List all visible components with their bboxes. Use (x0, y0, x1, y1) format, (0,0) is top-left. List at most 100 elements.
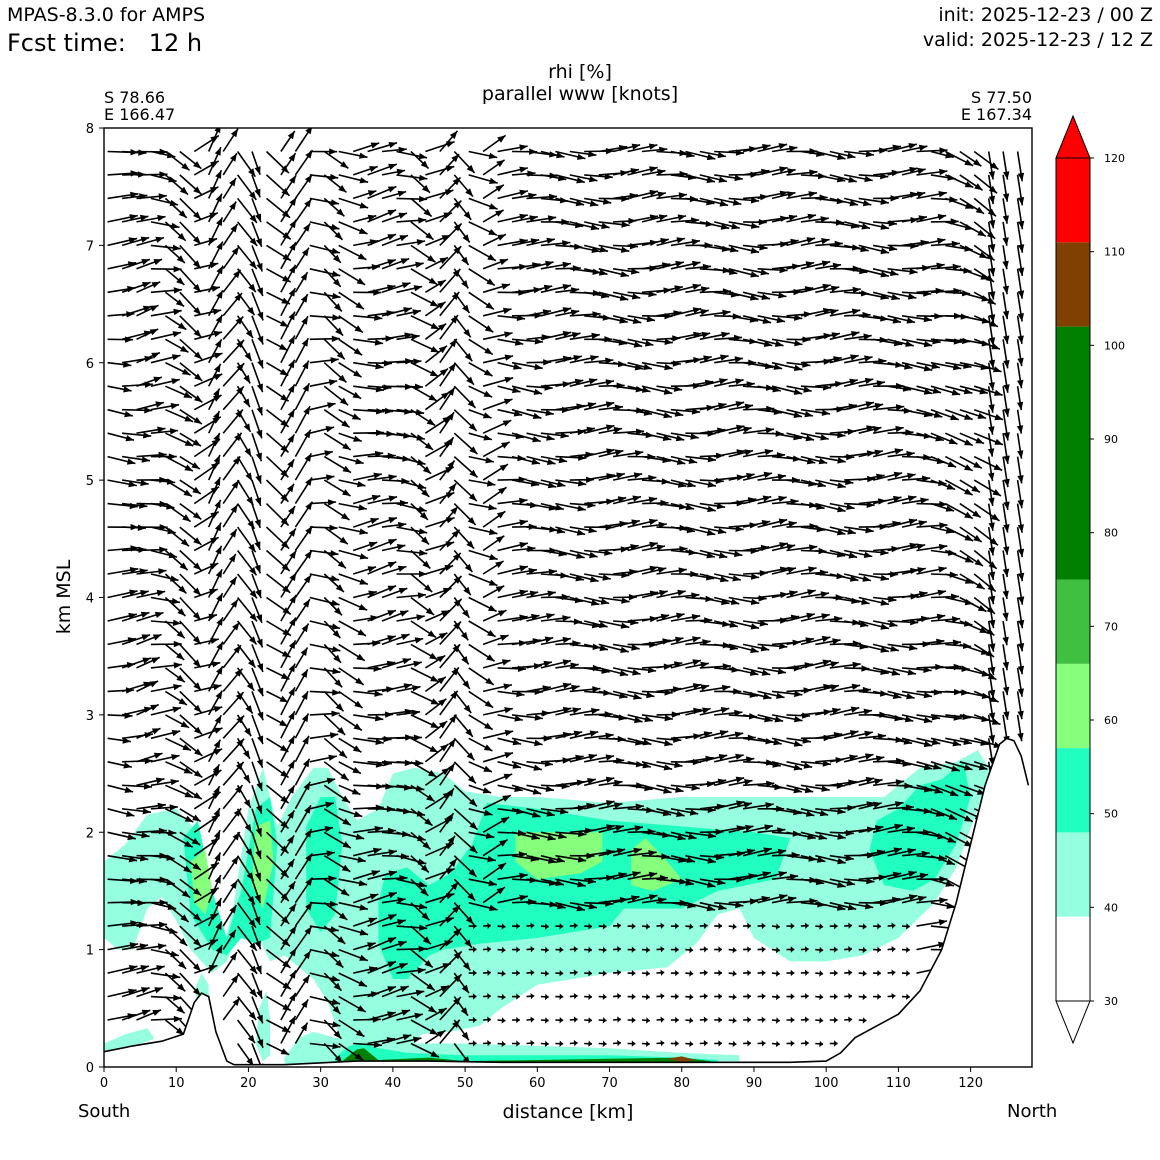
wind-vector-1452 (222, 455, 241, 481)
wind-vector-1325 (236, 526, 257, 553)
wind-vector-1367 (844, 526, 874, 534)
wind-vector-2294 (367, 163, 398, 176)
wind-vector-352 (569, 901, 598, 910)
wind-vector-1961 (179, 291, 202, 316)
wind-vector-583 (468, 808, 493, 816)
wind-vector-280 (367, 913, 397, 927)
wind-vector-1683 (786, 408, 814, 418)
wind-vector-1231 (728, 573, 760, 580)
wind-vector-881 (294, 669, 309, 692)
wind-vector-235 (555, 946, 564, 953)
wind-vector-846 (714, 709, 743, 717)
wind-vector-1759 (959, 385, 988, 395)
wind-vector-1201 (294, 550, 313, 575)
wind-vector-1239 (844, 573, 872, 582)
wind-vector-1153 (526, 590, 556, 599)
wind-vector-1651 (323, 409, 351, 429)
wind-vector-1620 (800, 432, 829, 441)
wind-vector-2104 (396, 239, 426, 247)
colorbar-tick-label: 60 (1104, 714, 1118, 727)
wind-vector-702 (424, 743, 449, 763)
wind-vector-1480 (627, 474, 657, 482)
wind-vector-1123 (1016, 620, 1025, 652)
wind-vector-216 (280, 925, 297, 951)
wind-vector-596 (656, 808, 685, 817)
y-tick-label: 4 (86, 592, 94, 607)
wind-vector-2248 (627, 189, 659, 200)
wind-vector-1191 (150, 573, 179, 582)
wind-vector-383 (164, 878, 191, 899)
wind-vector-2091 (207, 217, 224, 246)
wind-vector-902 (598, 690, 628, 699)
wind-vector-1784 (396, 358, 422, 365)
y-tick-label: 2 (86, 826, 94, 841)
wind-vector-493 (901, 850, 930, 857)
wind-vector-947 (323, 667, 343, 688)
wind-vector-1165 (699, 596, 730, 606)
wind-vector-31 (685, 1040, 694, 1048)
wind-vector-684 (165, 761, 193, 775)
wind-vector-652 (584, 776, 615, 787)
wind-vector-83 (728, 1017, 737, 1024)
wind-vector-11 (396, 1036, 422, 1045)
colorbar-extend-min (1055, 1000, 1091, 1045)
wind-vector-661 (714, 776, 745, 787)
wind-vector-1656 (396, 408, 425, 416)
wind-vector-1170 (771, 590, 798, 599)
wind-vector-2335 (959, 174, 984, 191)
wind-vector-840 (627, 714, 654, 723)
wind-vector-2390 (829, 150, 856, 159)
wind-vector-123 (569, 993, 578, 1000)
wind-vector-1830 (136, 328, 159, 341)
wind-vector-2327 (844, 174, 873, 183)
wind-vector-351 (555, 901, 586, 912)
wind-vector-1312 (973, 549, 998, 570)
wind-vector-756 (309, 732, 339, 740)
wind-vector-2000 (742, 291, 771, 300)
wind-vector-2206 (945, 221, 974, 231)
wind-vector-141 (829, 993, 838, 1000)
wind-vector-2150 (136, 214, 166, 223)
wind-vector-1895 (150, 308, 182, 317)
wind-vector-586 (511, 808, 541, 818)
wind-vector-2214 (136, 193, 167, 200)
wind-vector-1593 (410, 432, 434, 451)
wind-vector-1592 (396, 432, 426, 441)
wind-vector-1134 (251, 597, 263, 624)
wind-vector-1804 (685, 355, 712, 364)
wind-vector-154 (207, 944, 223, 974)
wind-vector-1704 (165, 385, 193, 399)
wind-vector-1528 (396, 455, 426, 466)
wind-vector-814 (251, 714, 264, 745)
wind-vector-1344 (511, 523, 537, 530)
wind-vector-1645 (236, 409, 252, 433)
wind-vector-72 (569, 1016, 578, 1023)
wind-vector-1965 (236, 291, 256, 316)
wind-vector-1324 (222, 504, 239, 528)
wind-vector-205 (121, 943, 149, 951)
wind-vector-142 (844, 993, 853, 1000)
wind-vector-1663 (497, 408, 523, 417)
wind-vector-1118 (945, 620, 973, 627)
wind-vector-541 (728, 824, 754, 834)
wind-vector-1210 (425, 564, 454, 575)
wind-vector-1660 (453, 409, 478, 432)
wind-vector-1833 (179, 338, 203, 360)
wind-vector-813 (236, 714, 252, 737)
wind-vector-574 (338, 808, 363, 818)
wind-vector-1214 (482, 560, 505, 575)
wind-vector-2380 (685, 150, 716, 161)
wind-vector-592 (598, 802, 623, 810)
wind-vector-826 (424, 698, 447, 716)
wind-vector-1594 (424, 415, 452, 434)
wind-vector-694 (309, 754, 337, 763)
wind-vector-686 (193, 748, 223, 763)
wind-vector-680 (107, 761, 133, 769)
wind-vector-1877 (815, 332, 841, 341)
wind-vector-1265 (294, 525, 314, 551)
wind-vector-2367 (497, 144, 528, 153)
wind-vector-809 (179, 714, 203, 736)
wind-vector-1562 (887, 450, 915, 458)
wind-vector-1420 (685, 502, 716, 513)
wind-vector-1658 (424, 391, 450, 411)
